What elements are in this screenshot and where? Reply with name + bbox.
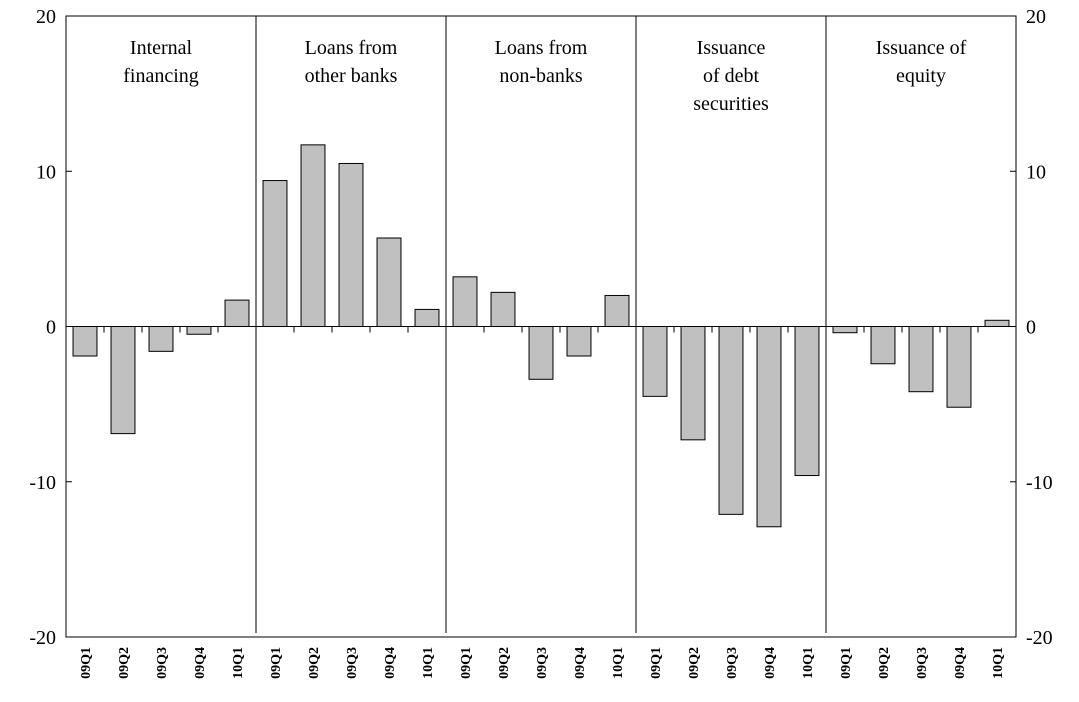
x-category-label: 10Q1 [231, 647, 246, 679]
y-tick-label-right: 20 [1026, 6, 1046, 28]
bar [262, 180, 288, 327]
x-category-label: 09Q3 [345, 647, 360, 679]
x-category-label: 09Q4 [383, 647, 398, 679]
bar [148, 326, 174, 352]
bar [528, 326, 554, 380]
panel-label: non-banks [499, 65, 583, 87]
bar [72, 326, 98, 357]
y-tick-label-right: 0 [1026, 317, 1036, 339]
bar [794, 326, 820, 477]
y-tick-label-left: -10 [29, 472, 56, 494]
x-category-label: 09Q1 [269, 647, 284, 679]
x-category-label: 09Q1 [79, 647, 94, 679]
x-category-label: 09Q2 [687, 647, 702, 679]
bar [452, 276, 478, 328]
panel-label: financing [123, 65, 199, 87]
x-category-label: 09Q2 [877, 647, 892, 679]
x-category-label: 09Q3 [155, 647, 170, 679]
panel-label: Issuance of [876, 37, 967, 59]
bar [908, 326, 934, 393]
bar [110, 326, 136, 435]
bar [490, 291, 516, 327]
x-category-label: 09Q2 [117, 647, 132, 679]
panel-label: Loans from [305, 37, 398, 59]
bar [756, 326, 782, 528]
x-category-label: 09Q4 [193, 647, 208, 679]
x-category-label: 09Q4 [763, 647, 778, 679]
bar [642, 326, 668, 397]
panel-label: securities [693, 93, 769, 115]
bar [376, 237, 402, 328]
x-category-label: 10Q1 [421, 647, 436, 679]
x-category-label: 09Q2 [307, 647, 322, 679]
y-tick-label-right: -10 [1026, 472, 1053, 494]
bar [224, 299, 250, 328]
panel-label: equity [896, 65, 946, 87]
x-category-label: 09Q1 [649, 647, 664, 679]
bar [300, 144, 326, 327]
x-category-label: 10Q1 [611, 647, 626, 679]
panel-label: Loans from [495, 37, 588, 59]
x-category-label: 09Q3 [535, 647, 550, 679]
y-tick-label-right: 10 [1026, 161, 1046, 183]
bar [186, 326, 212, 335]
x-category-label: 09Q1 [839, 647, 854, 679]
panel-label: of debt [703, 65, 760, 87]
y-tick-label-left: 10 [36, 161, 56, 183]
panel-label: Issuance [697, 37, 766, 59]
panel-label: Internal [130, 37, 193, 59]
bar [984, 319, 1010, 328]
bar [718, 326, 744, 515]
x-category-label: 10Q1 [991, 647, 1006, 679]
bar [338, 162, 364, 327]
x-category-label: 09Q4 [953, 647, 968, 679]
bar [604, 294, 630, 328]
y-tick-label-left: 0 [46, 317, 56, 339]
bar [946, 326, 972, 408]
y-tick-label-left: 20 [36, 6, 56, 28]
bar [414, 308, 440, 327]
x-category-label: 09Q4 [573, 647, 588, 679]
bar [566, 326, 592, 357]
bar [870, 326, 896, 365]
panel-label: other banks [305, 65, 398, 87]
x-category-label: 09Q3 [915, 647, 930, 679]
bar [832, 326, 858, 334]
x-category-label: 09Q1 [459, 647, 474, 679]
bar [680, 326, 706, 441]
y-tick-label-right: -20 [1026, 627, 1053, 649]
y-tick-label-left: -20 [29, 627, 56, 649]
x-category-label: 09Q2 [497, 647, 512, 679]
x-category-label: 10Q1 [801, 647, 816, 679]
x-category-label: 09Q3 [725, 647, 740, 679]
